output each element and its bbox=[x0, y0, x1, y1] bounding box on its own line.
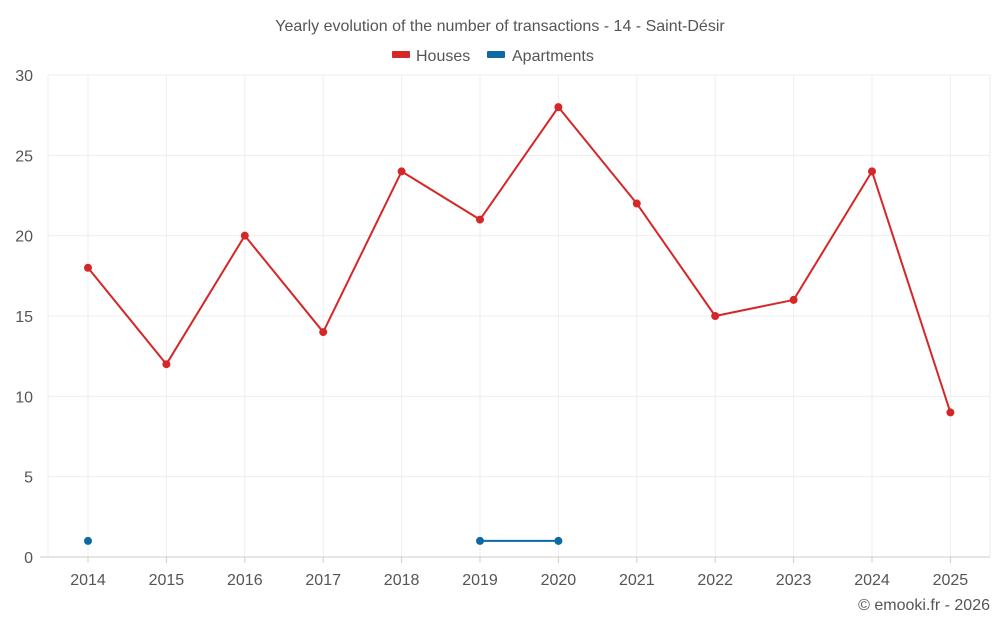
y-tick-label: 0 bbox=[24, 550, 33, 567]
x-tick-label: 2015 bbox=[149, 572, 185, 589]
y-tick-label: 5 bbox=[24, 470, 33, 487]
y-tick-label: 10 bbox=[15, 389, 33, 406]
data-point-houses[interactable] bbox=[711, 312, 720, 320]
legend-swatch-houses bbox=[392, 51, 410, 58]
y-axis-ticks: 0 5 10 15 20 25 30 bbox=[15, 68, 33, 567]
data-point-apartments[interactable] bbox=[476, 536, 484, 545]
series-apartments bbox=[84, 536, 563, 545]
x-tick-label: 2025 bbox=[933, 572, 969, 589]
x-tick-label: 2017 bbox=[305, 572, 341, 589]
data-point-houses[interactable] bbox=[946, 408, 955, 417]
series-houses bbox=[84, 103, 955, 417]
data-point-houses[interactable] bbox=[162, 360, 171, 369]
data-point-houses[interactable] bbox=[84, 263, 92, 272]
data-point-houses[interactable] bbox=[476, 215, 484, 224]
x-tick-label: 2022 bbox=[697, 572, 733, 589]
x-tick-label: 2020 bbox=[541, 572, 577, 589]
data-point-houses[interactable] bbox=[868, 167, 876, 176]
y-tick-label: 20 bbox=[15, 229, 33, 246]
series-line-houses bbox=[87, 106, 952, 413]
data-point-houses[interactable] bbox=[789, 295, 798, 304]
y-tick-label: 30 bbox=[15, 68, 33, 85]
x-tick-label: 2019 bbox=[462, 572, 498, 589]
x-tick-label: 2023 bbox=[776, 572, 812, 589]
data-point-apartments[interactable] bbox=[84, 536, 92, 545]
data-point-houses[interactable] bbox=[554, 103, 563, 112]
y-tick-label: 25 bbox=[15, 148, 33, 165]
x-tick-label: 2018 bbox=[384, 572, 420, 589]
chart-title: Yearly evolution of the number of transa… bbox=[275, 18, 725, 35]
x-axis-ticks: 2014 2015 2016 2017 2018 2019 2020 2021 2022 2023… bbox=[70, 557, 968, 589]
legend-item-apartments[interactable]: Apartments bbox=[487, 48, 594, 65]
data-point-apartments[interactable] bbox=[554, 536, 563, 545]
data-point-houses[interactable] bbox=[319, 328, 328, 337]
legend-item-houses[interactable]: Houses bbox=[392, 48, 470, 65]
credit: © emooki.fr - 2026 bbox=[858, 597, 990, 614]
legend[interactable]: Houses Apartments bbox=[392, 48, 594, 65]
legend-label-apartments: Apartments bbox=[512, 48, 594, 65]
y-tick-label: 15 bbox=[15, 309, 33, 326]
x-tick-label: 2024 bbox=[854, 572, 890, 589]
data-point-houses[interactable] bbox=[240, 231, 249, 240]
x-tick-label: 2014 bbox=[70, 572, 106, 589]
data-point-houses[interactable] bbox=[397, 167, 406, 176]
x-tick-label: 2021 bbox=[619, 572, 655, 589]
series bbox=[84, 103, 955, 545]
data-point-houses[interactable] bbox=[632, 199, 641, 208]
legend-label-houses: Houses bbox=[416, 48, 470, 65]
legend-swatch-apartments bbox=[487, 51, 505, 58]
grid bbox=[47, 74, 991, 557]
x-tick-label: 2016 bbox=[227, 572, 263, 589]
